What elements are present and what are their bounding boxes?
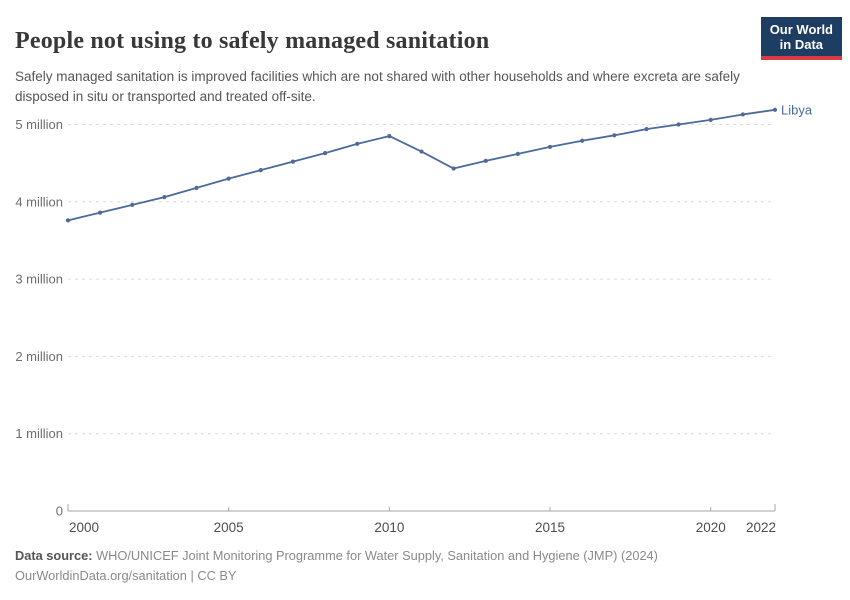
data-source-label: Data source: bbox=[15, 548, 93, 563]
owid-logo-line2: in Data bbox=[779, 37, 824, 52]
series-label: Libya bbox=[781, 102, 813, 117]
data-point bbox=[612, 133, 617, 138]
x-tick-label: 2022 bbox=[746, 520, 776, 535]
x-tick-label: 2020 bbox=[696, 520, 726, 535]
x-tick-label: 2015 bbox=[535, 520, 565, 535]
data-point bbox=[515, 151, 521, 156]
page-subtitle: Safely managed sanitation is improved fa… bbox=[15, 68, 740, 104]
license-line: OurWorldinData.org/sanitation | CC BY bbox=[15, 568, 237, 583]
data-point bbox=[772, 107, 778, 112]
y-tick-label: 0 bbox=[56, 504, 63, 519]
data-point bbox=[290, 159, 296, 164]
data-point bbox=[387, 133, 392, 139]
data-point bbox=[130, 202, 135, 207]
page-title: People not using to safely managed sanit… bbox=[15, 28, 490, 55]
data-point bbox=[740, 112, 745, 117]
data-source-line: Data source: WHO/UNICEF Joint Monitoring… bbox=[15, 546, 815, 566]
data-point bbox=[708, 117, 713, 122]
y-tick-label: 2 million bbox=[15, 349, 63, 364]
data-point bbox=[162, 195, 167, 200]
data-point bbox=[65, 218, 71, 223]
data-point bbox=[194, 185, 199, 190]
owid-logo: Our World in Data bbox=[760, 17, 842, 60]
data-point bbox=[644, 127, 649, 132]
data-point bbox=[226, 176, 231, 181]
y-tick-label: 4 million bbox=[15, 194, 63, 209]
data-source-text: WHO/UNICEF Joint Monitoring Programme fo… bbox=[96, 548, 658, 563]
data-point bbox=[322, 151, 328, 156]
x-tick-label: 2005 bbox=[214, 520, 244, 535]
data-point bbox=[451, 166, 456, 171]
data-point bbox=[258, 168, 263, 173]
owid-logo-line1: Our World bbox=[769, 22, 833, 37]
data-point bbox=[676, 122, 681, 127]
y-tick-label: 3 million bbox=[15, 272, 63, 287]
x-tick-label: 2010 bbox=[374, 520, 404, 535]
y-tick-label: 5 million bbox=[15, 117, 63, 132]
series-line bbox=[67, 108, 776, 222]
chart-footer: Data source: WHO/UNICEF Joint Monitoring… bbox=[15, 546, 815, 586]
y-tick-label: 1 million bbox=[15, 426, 63, 441]
data-point bbox=[355, 141, 360, 146]
data-point bbox=[483, 158, 488, 163]
data-point bbox=[580, 138, 585, 143]
x-tick-label: 2000 bbox=[69, 520, 99, 535]
data-point bbox=[547, 144, 553, 150]
data-point bbox=[98, 210, 103, 215]
data-point bbox=[419, 149, 424, 154]
